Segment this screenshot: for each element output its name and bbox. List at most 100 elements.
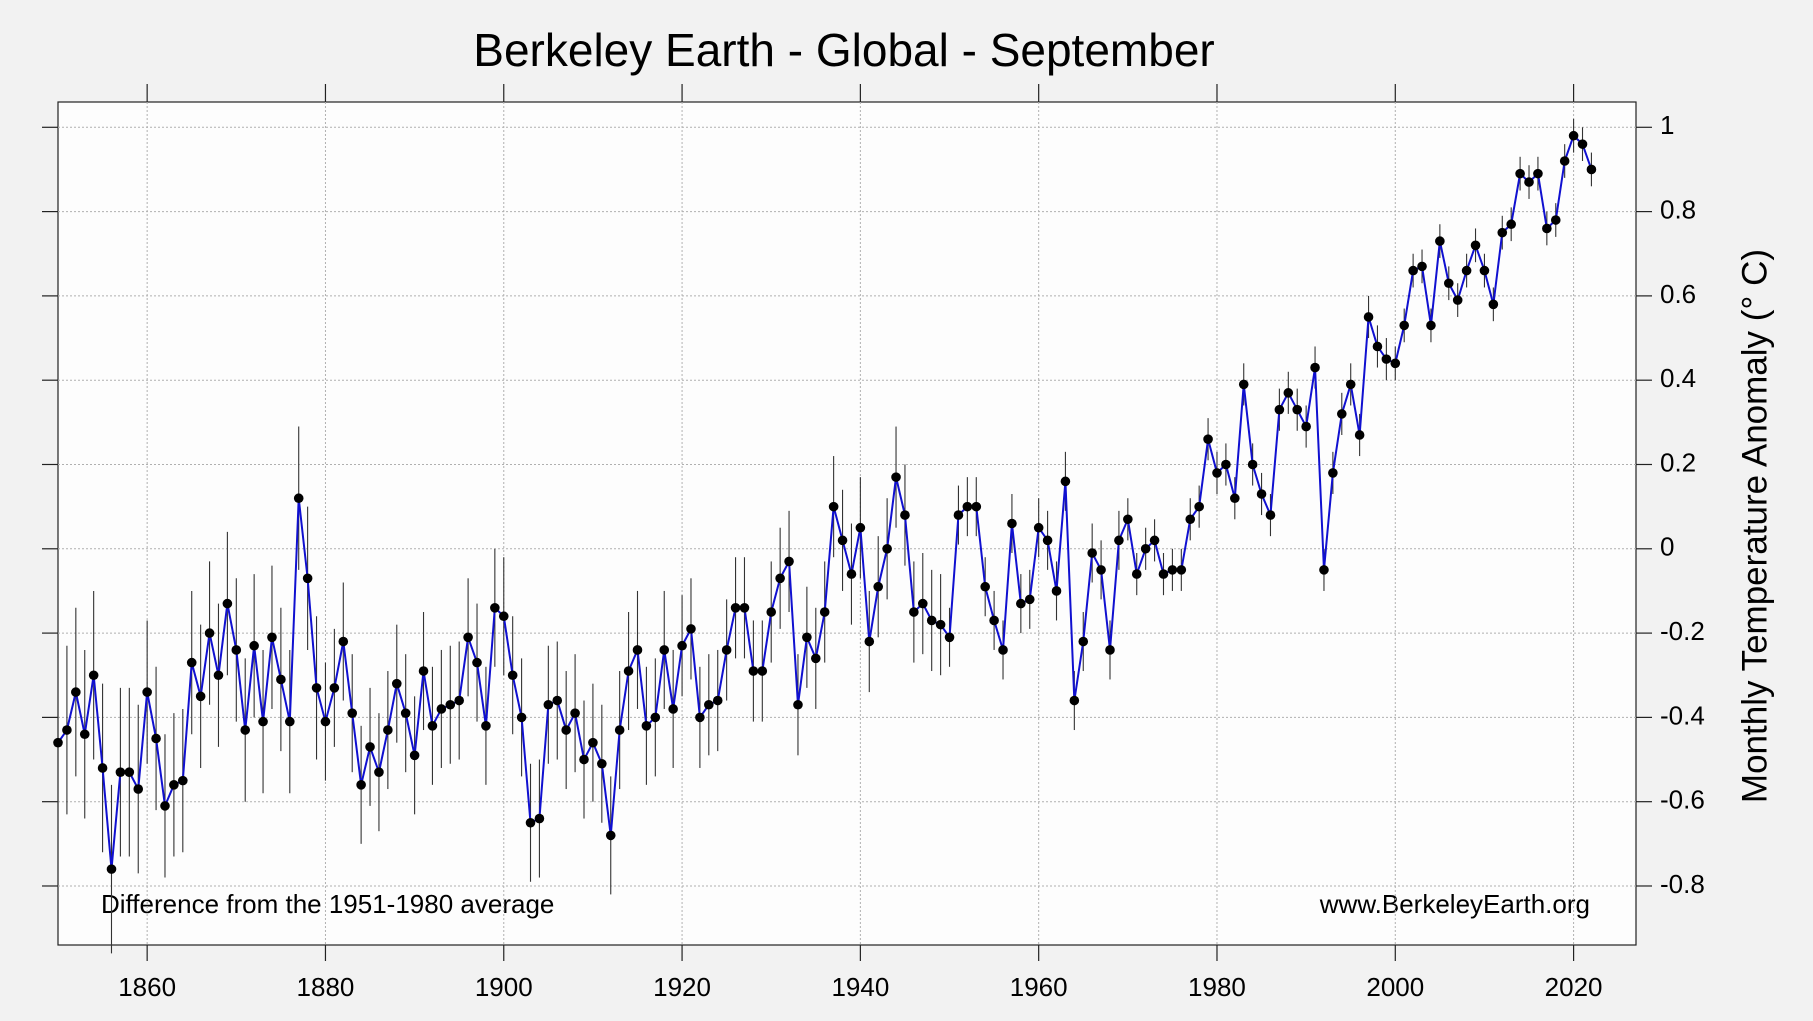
y-tick-label: 1: [1660, 110, 1674, 140]
data-point: [1372, 341, 1383, 352]
data-point: [1319, 565, 1329, 575]
data-point: [739, 603, 750, 613]
data-point: [88, 670, 99, 681]
data-point: [1506, 219, 1516, 230]
data-point: [97, 763, 108, 773]
x-tick-label: 1980: [1188, 972, 1246, 1002]
data-point: [775, 573, 785, 584]
data-point: [1265, 510, 1276, 520]
data-point: [302, 573, 313, 584]
data-point: [802, 632, 812, 643]
data-point: [1203, 434, 1213, 445]
data-point: [971, 501, 982, 512]
data-point: [276, 674, 286, 685]
data-point: [1461, 265, 1472, 276]
data-point: [614, 725, 625, 735]
data-point: [1176, 565, 1187, 575]
data-point: [1542, 223, 1552, 234]
annotation: Difference from the 1951-1980 average: [101, 889, 554, 919]
data-point: [1328, 468, 1338, 478]
data-point: [1274, 404, 1285, 415]
data-point: [71, 687, 81, 697]
data-point: [213, 670, 224, 681]
data-point: [837, 535, 848, 546]
data-point: [284, 716, 295, 727]
data-point: [793, 699, 803, 710]
data-point: [1114, 535, 1124, 546]
data-point: [1515, 168, 1525, 179]
data-point: [409, 750, 420, 761]
data-point: [391, 678, 402, 689]
data-point: [106, 864, 117, 874]
data-point: [472, 657, 482, 668]
data-point: [1238, 379, 1249, 390]
data-point: [1345, 379, 1356, 390]
data-point: [1158, 569, 1169, 579]
data-point: [186, 657, 197, 668]
data-point: [882, 543, 892, 554]
chart-title: Berkeley Earth - Global - September: [473, 24, 1214, 76]
x-tick-label: 1920: [653, 972, 711, 1002]
data-point: [873, 581, 884, 592]
data-point: [1024, 594, 1035, 605]
y-tick-label: -0.8: [1660, 869, 1705, 899]
data-point: [677, 640, 687, 651]
data-point: [169, 780, 179, 790]
data-point: [1310, 362, 1320, 373]
data-point: [1559, 156, 1570, 166]
data-point: [900, 510, 910, 520]
data-point: [231, 645, 242, 655]
data-point: [481, 721, 491, 731]
data-point: [320, 716, 331, 727]
data-point: [953, 510, 964, 520]
data-point: [53, 737, 63, 748]
data-point: [1096, 565, 1106, 575]
data-point: [445, 699, 456, 710]
y-tick-label: -0.2: [1660, 616, 1705, 646]
data-point: [1550, 215, 1561, 225]
data-point: [178, 775, 188, 786]
data-point: [650, 712, 661, 723]
data-point: [1069, 695, 1080, 706]
data-point: [133, 784, 144, 794]
data-point: [1194, 501, 1204, 512]
data-point: [605, 830, 616, 841]
data-point: [1105, 645, 1115, 655]
x-tick-label: 1940: [831, 972, 889, 1002]
data-point: [632, 645, 643, 655]
data-point: [374, 767, 384, 777]
data-point: [1016, 598, 1026, 609]
data-point: [311, 683, 322, 693]
data-point: [347, 708, 358, 718]
data-point: [267, 632, 277, 643]
data-point: [240, 725, 251, 735]
data-point: [810, 653, 821, 664]
data-point: [1452, 295, 1463, 305]
data-point: [980, 581, 990, 592]
x-tick-label: 1880: [297, 972, 355, 1002]
data-point: [1167, 565, 1178, 575]
data-point: [195, 691, 206, 702]
data-point: [1568, 130, 1579, 141]
y-tick-label: -0.4: [1660, 700, 1705, 730]
x-tick-label: 1860: [118, 972, 176, 1002]
data-point: [62, 725, 72, 735]
data-point: [757, 666, 768, 676]
data-point: [819, 607, 830, 617]
data-point: [748, 666, 759, 676]
data-point: [1212, 468, 1222, 478]
data-point: [686, 624, 696, 634]
data-point: [1060, 476, 1071, 487]
data-point: [1256, 489, 1267, 499]
data-point: [1336, 409, 1347, 419]
data-point: [222, 598, 233, 609]
data-point: [641, 721, 652, 731]
data-point: [1435, 236, 1445, 246]
data-point: [151, 733, 161, 744]
data-point: [498, 611, 509, 622]
data-point: [1185, 514, 1196, 525]
data-point: [695, 712, 705, 723]
data-point: [115, 767, 126, 777]
data-point: [784, 556, 794, 567]
data-point: [1247, 459, 1258, 470]
